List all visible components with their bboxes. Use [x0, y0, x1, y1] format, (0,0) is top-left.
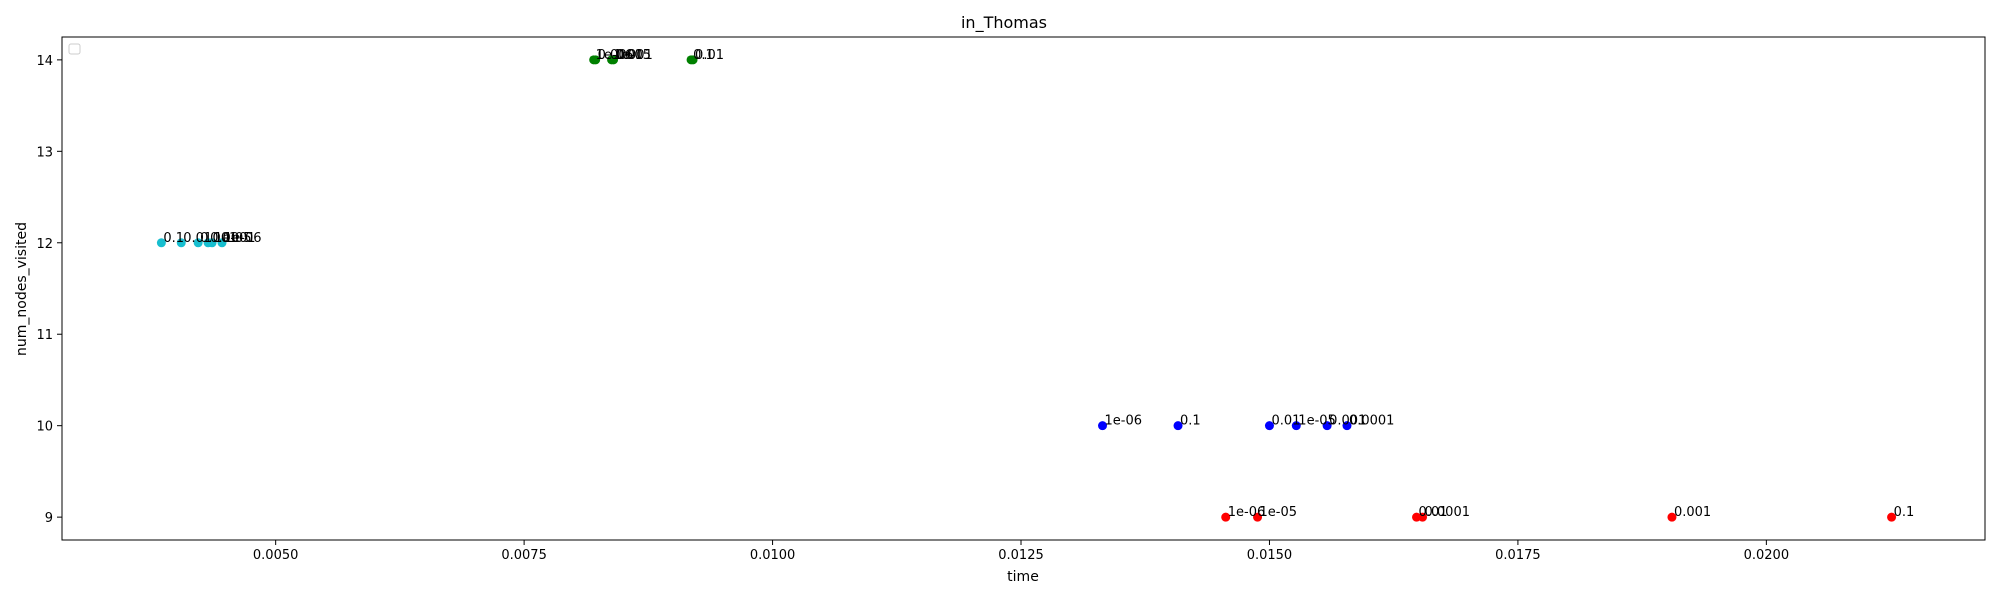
data-label: 0.01 — [695, 48, 724, 63]
data-point — [688, 55, 698, 65]
data-label: 0.001 — [1329, 414, 1366, 429]
x-tick-label: 0.0125 — [998, 548, 1044, 563]
plot-frame — [61, 36, 1986, 541]
data-label: 1e-06 — [224, 231, 262, 246]
data-label: 0.0001 — [1425, 505, 1471, 520]
data-point — [176, 238, 186, 248]
data-label: 1e-06 — [1105, 414, 1143, 429]
data-label: 1e-05 — [1298, 414, 1336, 429]
chart-title: in_Thomas — [961, 13, 1047, 33]
y-tick-label: 9 — [45, 511, 53, 526]
data-label: 0.001 — [200, 231, 237, 246]
data-label: 1e-05 — [1260, 505, 1298, 520]
x-axis-label: time — [1007, 569, 1039, 585]
data-point — [591, 55, 601, 65]
data-label: 1e-05 — [214, 231, 252, 246]
y-tick-label: 12 — [36, 237, 53, 252]
data-label: 0.1 — [1894, 505, 1915, 520]
data-point — [1253, 512, 1263, 522]
legend — [68, 43, 81, 55]
data-point — [1291, 421, 1301, 431]
data-label: 1e-05 — [614, 48, 652, 63]
data-label: 0.01 — [1419, 505, 1448, 520]
data-point — [1264, 421, 1274, 431]
data-point — [1098, 421, 1108, 431]
x-tick-label: 0.0150 — [1247, 548, 1293, 563]
data-point — [207, 238, 217, 248]
x-tick-label: 0.0075 — [501, 548, 547, 563]
data-label: 1e-06 — [596, 48, 634, 63]
data-point — [156, 238, 166, 248]
data-label: 0.0001 — [598, 48, 644, 63]
data-label: 0.001 — [1674, 505, 1711, 520]
y-axis-label: num_nodes_visited — [14, 222, 30, 356]
x-tick-label: 0.0200 — [1744, 548, 1790, 563]
data-point — [1418, 512, 1428, 522]
data-label: 0.1 — [1180, 414, 1201, 429]
y-tick-label: 14 — [36, 54, 53, 69]
point-labels: 0.1 0.010.0010.00011e-051e-061e-060.00011… — [163, 48, 1914, 520]
data-label: 0.1 — [163, 231, 184, 246]
data-label: 1e-06 — [1228, 505, 1266, 520]
x-tick-label: 0.0050 — [253, 548, 299, 563]
data-point — [193, 238, 203, 248]
data-point — [1173, 421, 1183, 431]
data-label: 0.01 — [183, 231, 212, 246]
x-axis: 0.0050 0.0075 0.0100 0.0125 0.0150 0.0175 0.02… — [253, 540, 1789, 563]
data-point — [217, 238, 227, 248]
y-tick-label: 13 — [36, 145, 53, 160]
data-point — [1322, 421, 1332, 431]
data-point — [1667, 512, 1677, 522]
data-point — [1221, 512, 1231, 522]
data-label: 0.1 — [693, 48, 714, 63]
x-tick-label: 0.0100 — [750, 548, 796, 563]
data-label: 0.01 — [1271, 414, 1300, 429]
data-label: 0.001 — [616, 48, 653, 63]
data-label: 0.0001 — [210, 231, 256, 246]
data-point — [609, 55, 619, 65]
x-tick-label: 0.0175 — [1495, 548, 1541, 563]
data-point — [1342, 421, 1352, 431]
data-label: 0.0001 — [1349, 414, 1395, 429]
y-axis: 9 10 11 12 13 14 — [36, 54, 62, 526]
y-tick-label: 10 — [36, 420, 53, 435]
data-point — [1887, 512, 1897, 522]
y-tick-label: 11 — [36, 328, 53, 343]
data-points — [156, 55, 1897, 522]
